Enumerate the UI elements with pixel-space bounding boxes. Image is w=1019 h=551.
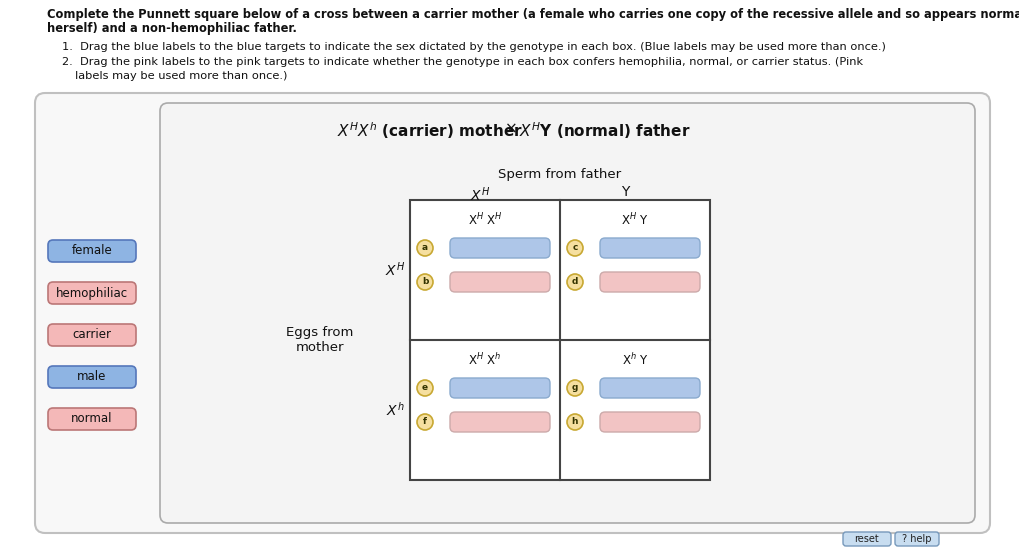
Circle shape (417, 274, 433, 290)
Text: normal: normal (71, 413, 113, 425)
Text: X$^H$ Y: X$^H$ Y (621, 212, 648, 229)
Text: labels may be used more than once.): labels may be used more than once.) (75, 71, 287, 81)
FancyBboxPatch shape (449, 272, 549, 292)
Text: herself) and a non-hemophiliac father.: herself) and a non-hemophiliac father. (47, 22, 297, 35)
Text: female: female (71, 245, 112, 257)
Circle shape (417, 380, 433, 396)
FancyBboxPatch shape (48, 408, 136, 430)
FancyBboxPatch shape (48, 240, 136, 262)
Text: carrier: carrier (72, 328, 111, 342)
Text: X$^H$ X$^h$: X$^H$ X$^h$ (468, 352, 501, 368)
Circle shape (567, 380, 583, 396)
Text: Sperm from father: Sperm from father (498, 168, 621, 181)
Text: a: a (422, 244, 428, 252)
Circle shape (567, 240, 583, 256)
Text: $X^H$Y (normal) father: $X^H$Y (normal) father (519, 120, 690, 141)
FancyBboxPatch shape (599, 412, 699, 432)
Text: c: c (572, 244, 577, 252)
Text: e: e (422, 383, 428, 392)
Text: $X^h$: $X^h$ (385, 401, 404, 419)
Text: Complete the Punnett square below of a cross between a carrier mother (a female : Complete the Punnett square below of a c… (47, 8, 1019, 21)
FancyBboxPatch shape (599, 238, 699, 258)
FancyBboxPatch shape (48, 366, 136, 388)
FancyBboxPatch shape (48, 324, 136, 346)
Text: ? help: ? help (902, 534, 930, 544)
FancyBboxPatch shape (160, 103, 974, 523)
Text: X$^h$ Y: X$^h$ Y (622, 352, 648, 368)
FancyBboxPatch shape (449, 378, 549, 398)
Text: $X^H$: $X^H$ (470, 185, 489, 204)
Circle shape (417, 414, 433, 430)
Text: Y: Y (621, 185, 629, 199)
Circle shape (567, 274, 583, 290)
FancyBboxPatch shape (599, 378, 699, 398)
Circle shape (417, 240, 433, 256)
Text: d: d (572, 278, 578, 287)
Bar (410, 200, 709, 480)
Text: reset: reset (854, 534, 878, 544)
Text: Eggs from
mother: Eggs from mother (286, 326, 354, 354)
Text: $X^HX^h$ (carrier) mother: $X^HX^h$ (carrier) mother (336, 120, 523, 141)
FancyBboxPatch shape (599, 272, 699, 292)
Text: h: h (572, 418, 578, 426)
Text: 2.  Drag the pink labels to the pink targets to indicate whether the genotype in: 2. Drag the pink labels to the pink targ… (62, 57, 862, 67)
FancyBboxPatch shape (48, 282, 136, 304)
FancyBboxPatch shape (35, 93, 989, 533)
Text: b: b (422, 278, 428, 287)
FancyBboxPatch shape (449, 412, 549, 432)
Circle shape (567, 414, 583, 430)
Text: X$^H$ X$^H$: X$^H$ X$^H$ (468, 212, 501, 229)
Text: f: f (423, 418, 427, 426)
Text: g: g (572, 383, 578, 392)
FancyBboxPatch shape (894, 532, 938, 546)
Text: hemophiliac: hemophiliac (56, 287, 128, 300)
Text: $X^H$: $X^H$ (384, 261, 405, 279)
FancyBboxPatch shape (842, 532, 891, 546)
FancyBboxPatch shape (449, 238, 549, 258)
Text: $\times$: $\times$ (503, 120, 516, 135)
Text: 1.  Drag the blue labels to the blue targets to indicate the sex dictated by the: 1. Drag the blue labels to the blue targ… (62, 42, 886, 52)
Text: male: male (77, 370, 107, 383)
